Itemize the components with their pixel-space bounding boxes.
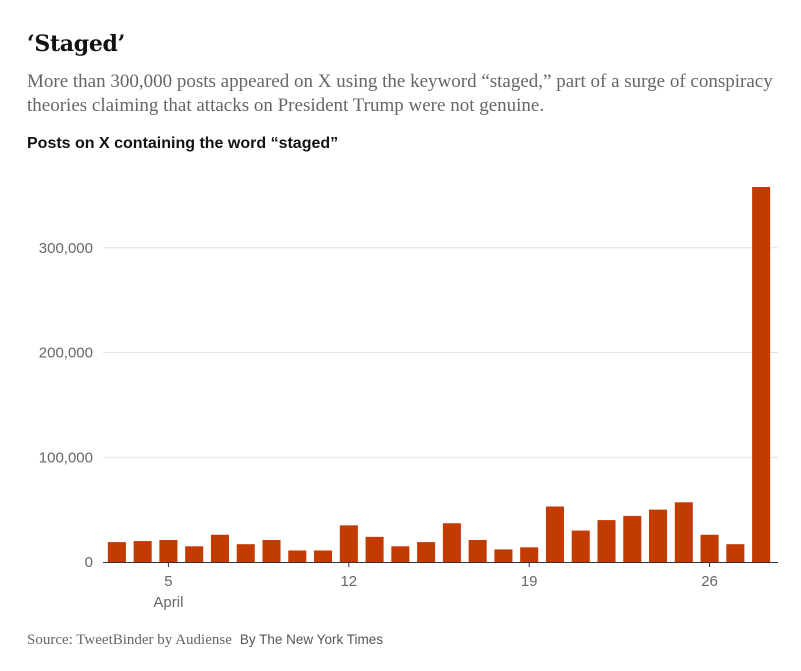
x-tick-label: 5 <box>164 573 172 590</box>
bar <box>442 523 461 562</box>
bar <box>571 530 590 562</box>
x-axis-month-label: April <box>153 594 183 611</box>
bar <box>391 546 410 562</box>
bar <box>520 547 539 562</box>
y-tick-label: 0 <box>85 554 93 571</box>
chart-label: Posts on X containing the word “staged” <box>27 135 339 152</box>
bar <box>339 525 358 562</box>
bar <box>545 506 564 562</box>
y-tick-label: 200,000 <box>39 345 93 362</box>
bar <box>752 187 771 562</box>
chart-subtitle: More than 300,000 posts appeared on X us… <box>27 71 773 116</box>
x-tick-label: 26 <box>701 573 718 590</box>
bar <box>107 542 126 562</box>
bar <box>674 502 693 562</box>
bar <box>185 546 204 562</box>
bar <box>597 520 616 562</box>
bar <box>417 542 436 562</box>
bar <box>726 544 745 562</box>
chart-footer: Source: TweetBinder by Audiense By The Ne… <box>27 632 383 649</box>
gridlines <box>103 247 778 458</box>
bar <box>288 550 307 562</box>
bar <box>314 550 333 562</box>
bar <box>700 534 719 562</box>
chart-title: ‘Staged’ <box>27 31 125 57</box>
x-tick-label: 19 <box>521 573 538 590</box>
credit-note: By The New York Times <box>239 632 383 647</box>
bar <box>210 534 229 562</box>
source-note: Source: TweetBinder by Audiense <box>27 632 232 648</box>
bar <box>494 549 513 562</box>
x-tick-label: 12 <box>340 573 357 590</box>
bar <box>236 544 255 562</box>
bar <box>649 509 668 562</box>
bar <box>623 515 642 562</box>
axes: 0 100,000 200,000 300,000 5 12 19 26 April <box>39 240 778 611</box>
bar <box>262 540 281 562</box>
bar <box>133 541 152 562</box>
bar <box>468 540 487 562</box>
y-tick-label: 300,000 <box>39 240 93 257</box>
bar <box>159 540 178 562</box>
bar <box>365 536 384 562</box>
y-tick-label: 100,000 <box>39 449 93 466</box>
bars <box>107 187 771 562</box>
